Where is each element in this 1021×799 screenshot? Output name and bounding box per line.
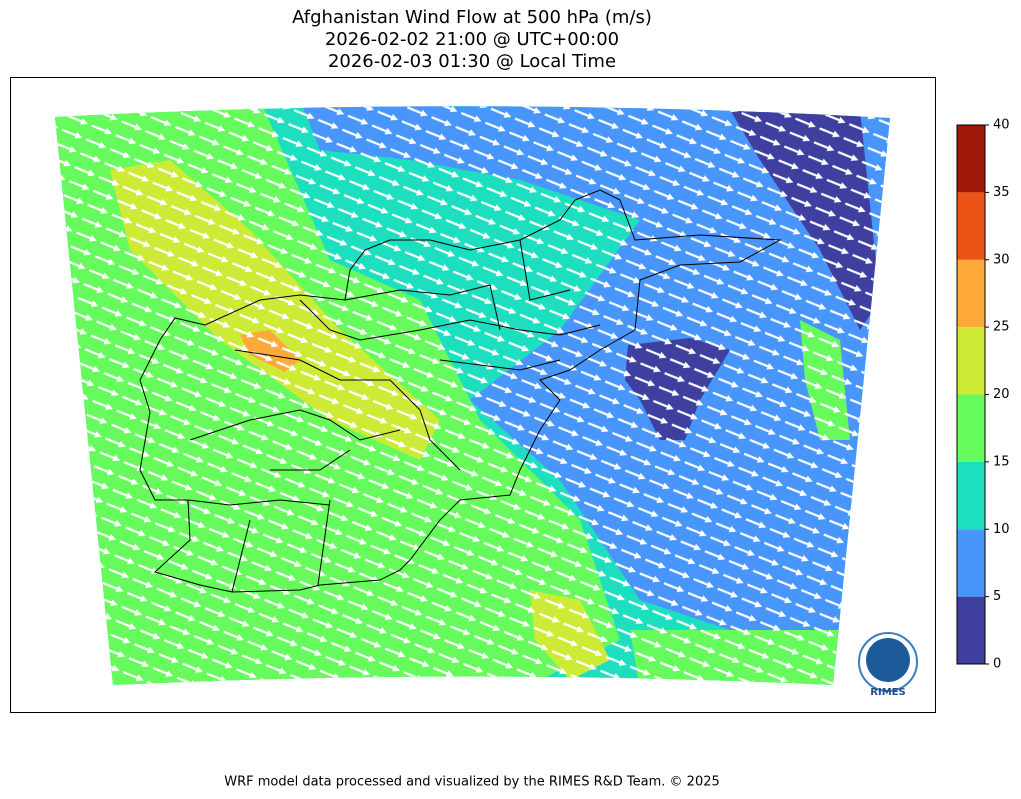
- colorbar-tick-label: 5: [993, 589, 1001, 604]
- footer: WRF model data processed and visualized …: [224, 775, 720, 790]
- wind-field: [55, 106, 890, 685]
- colorbar-segment: [957, 596, 985, 664]
- logo-text: RIMES: [870, 687, 905, 698]
- title-line: 2026-02-02 21:00 @ UTC+00:00: [325, 29, 619, 50]
- colorbar-segment: [957, 461, 985, 530]
- title-line: 2026-02-03 01:30 @ Local Time: [328, 51, 616, 72]
- title-line: Afghanistan Wind Flow at 500 hPa (m/s): [292, 7, 652, 28]
- colorbar-tick-label: 40: [993, 118, 1010, 133]
- colorbar-segment: [957, 394, 985, 462]
- country-borders: [139, 189, 782, 593]
- colorbar-tick-label: 30: [993, 252, 1010, 267]
- colorbar-tick-label: 20: [993, 387, 1010, 402]
- colorbar-tick-label: 25: [993, 320, 1010, 335]
- colorbar-segment: [957, 192, 985, 260]
- colorbar-segment: [957, 259, 985, 328]
- logo: RIMES: [858, 632, 918, 698]
- colorbar-segment: [957, 125, 985, 193]
- colorbar: 0 5 10 15 20 25 30 35 40: [956, 118, 1010, 672]
- colorbar-tick-label: 15: [993, 454, 1010, 469]
- colorbar-tick-label: 10: [993, 522, 1010, 537]
- colorbar-tick-label: 0: [993, 657, 1001, 672]
- colorbar-segment: [957, 529, 985, 597]
- colorbar-tick-label: 35: [993, 185, 1010, 200]
- colorbar-segment: [957, 327, 985, 395]
